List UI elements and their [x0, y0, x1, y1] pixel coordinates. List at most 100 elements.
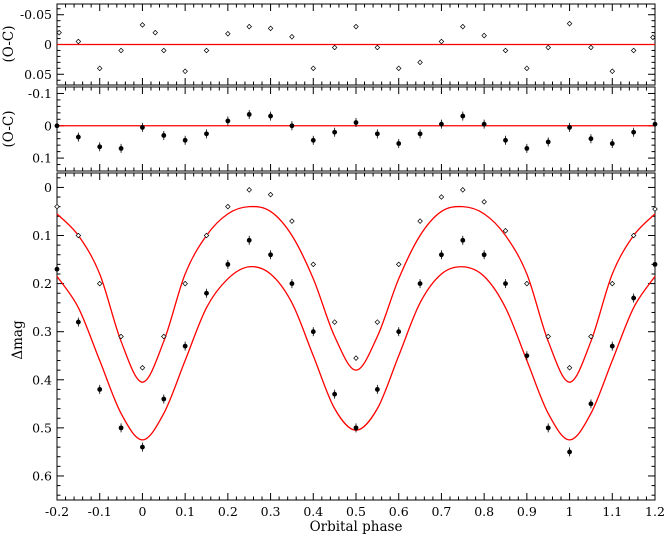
- data-point: [417, 218, 423, 224]
- data-point: [75, 319, 81, 325]
- x-tick-label: 0: [138, 504, 146, 519]
- y-tick-label: 0.1: [32, 228, 52, 243]
- data-point: [161, 133, 167, 138]
- data-point: [246, 23, 252, 30]
- data-point: [502, 47, 509, 54]
- data-point: [140, 124, 145, 130]
- data-point: [152, 29, 159, 36]
- data-point: [609, 280, 616, 287]
- data-point: [310, 65, 317, 72]
- data-point: [96, 65, 103, 72]
- data-point: [374, 386, 380, 392]
- data-point: [118, 333, 124, 340]
- y-tick-label: 0: [44, 180, 52, 195]
- data-point: [289, 33, 295, 40]
- data-point: [439, 252, 444, 258]
- series-2-filled: [54, 235, 658, 457]
- data-point: [460, 237, 466, 243]
- data-point: [182, 68, 188, 75]
- data-point: [289, 281, 295, 287]
- light-curve-panel: 0 0.1 0.2 0.3 0.4 0.5 0.6 -0.2 -0.1 0 0.1 0.2 0.3 0.4…: [32, 172, 664, 519]
- x-tick-label: 0.4: [303, 504, 323, 519]
- data-point: [524, 145, 530, 151]
- series-1-filled: [54, 109, 658, 153]
- data-point: [545, 425, 551, 431]
- y-tick-label: -0.1: [28, 86, 52, 101]
- data-point: [374, 319, 381, 325]
- data-point: [75, 134, 81, 140]
- data-point: [310, 261, 317, 268]
- data-point: [203, 47, 210, 54]
- data-point: [630, 232, 637, 239]
- data-point: [652, 261, 658, 267]
- y-tick-label: 0.6: [32, 468, 52, 483]
- data-point: [118, 145, 124, 151]
- data-point: [182, 343, 188, 349]
- x-tick-label: -0.2: [45, 504, 69, 519]
- data-point: [588, 136, 594, 142]
- panel-frame: [56, 86, 656, 172]
- data-point: [310, 137, 316, 143]
- oc-top-ylabel: (O-C): [1, 26, 17, 63]
- data-point: [246, 112, 252, 117]
- x-tick-label: 1: [566, 504, 574, 519]
- data-point: [524, 353, 530, 359]
- data-point: [310, 329, 316, 335]
- x-tick-label: 0.5: [346, 504, 366, 519]
- data-point: [652, 121, 658, 127]
- data-point: [567, 449, 572, 455]
- data-point: [118, 425, 124, 431]
- light-curve-ylabel: Δmag: [10, 320, 26, 360]
- y-tick-label: 0.3: [32, 324, 52, 339]
- series-1-open: [54, 187, 658, 371]
- data-point: [246, 187, 252, 193]
- x-tick-label: 0.9: [517, 504, 537, 519]
- series-1-open: [56, 20, 656, 75]
- y-tick-label: 0: [44, 37, 52, 52]
- data-point: [460, 113, 466, 119]
- data-point: [267, 25, 274, 32]
- data-point: [650, 34, 656, 41]
- data-point: [353, 120, 359, 125]
- x-tick-label: 0.3: [261, 504, 281, 519]
- data-point: [631, 129, 637, 135]
- model-curve-2: [56, 265, 656, 441]
- y-tick-label: 0.2: [32, 276, 52, 291]
- x-axis-label: Orbital phase: [310, 519, 403, 535]
- data-point: [332, 129, 338, 135]
- data-point: [609, 68, 616, 75]
- data-point: [225, 31, 231, 37]
- y-tick-label: 0.05: [24, 67, 52, 82]
- oc-middle-panel: -0.1 0 0.1: [28, 86, 658, 172]
- data-point: [97, 144, 103, 150]
- x-tick-label: -0.1: [88, 504, 112, 519]
- data-point: [395, 261, 402, 268]
- data-point: [524, 280, 530, 287]
- data-point: [439, 121, 444, 127]
- data-point: [588, 401, 594, 407]
- data-point: [161, 47, 167, 54]
- data-point: [395, 65, 402, 72]
- data-point: [481, 32, 487, 39]
- data-point: [204, 131, 209, 137]
- data-point: [182, 280, 188, 287]
- data-point: [182, 137, 188, 143]
- data-point: [75, 232, 82, 239]
- data-point: [268, 252, 273, 258]
- data-point: [289, 218, 295, 224]
- data-point: [225, 203, 231, 210]
- x-tick-label: 0.2: [218, 504, 238, 519]
- y-tick-label: 0: [44, 118, 52, 133]
- data-point: [353, 23, 359, 30]
- data-point: [56, 29, 62, 36]
- data-point: [567, 124, 572, 130]
- data-point: [268, 113, 273, 119]
- data-point: [588, 44, 594, 51]
- data-point: [481, 121, 487, 127]
- data-point: [652, 206, 658, 212]
- y-tick-label: -0.05: [20, 7, 52, 22]
- data-point: [374, 131, 380, 137]
- data-point: [353, 355, 359, 361]
- data-point: [374, 44, 381, 51]
- model-curve-1: [56, 205, 656, 383]
